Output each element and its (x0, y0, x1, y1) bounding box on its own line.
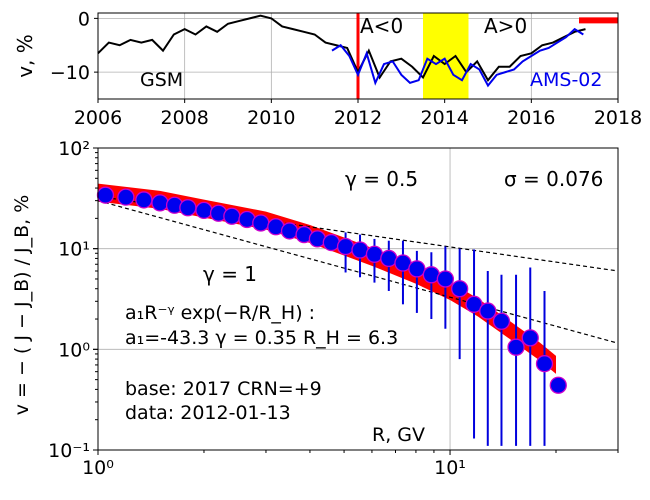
bottom-ytick-label: 10² (58, 138, 90, 160)
data-point (408, 260, 426, 278)
marker-bar (579, 17, 618, 24)
bottom-xlabel: R, GV (372, 424, 425, 446)
label-data-date: data: 2012-01-13 (125, 402, 291, 424)
bottom-xtick-label: 10⁰ (82, 457, 114, 479)
data-point (179, 199, 197, 217)
data-point (117, 188, 135, 206)
top-panel: 2006 2008 2010 2012 2014 2016 2018 0 −10 v, % A… (13, 8, 642, 129)
top-xtick-label: 2006 (74, 107, 122, 129)
top-ytick-label: −10 (50, 62, 90, 84)
data-point (507, 338, 525, 356)
data-point (96, 186, 115, 204)
data-point (252, 214, 270, 232)
bottom-y-ticks: 10⁻¹ 10⁰ 10¹ 10² (48, 138, 98, 462)
data-point (492, 312, 511, 330)
label-sigma: σ = 0.076 (504, 167, 603, 191)
ref-line-gamma-1 (97, 200, 619, 344)
data-point (151, 194, 169, 212)
bottom-frame (97, 147, 619, 451)
label-gamma-0-5: γ = 0.5 (345, 167, 418, 191)
top-xtick-label: 2012 (334, 107, 382, 129)
data-point (223, 207, 241, 225)
data-point (280, 222, 299, 240)
data-point (535, 355, 554, 373)
top-x-ticks: 2006 2008 2010 2012 2014 2016 2018 (74, 99, 642, 129)
data-point (436, 270, 455, 288)
data-point (365, 245, 384, 263)
data-point (451, 280, 469, 298)
label-a-positive: A>0 (484, 14, 527, 38)
data-point (465, 295, 483, 313)
data-point (195, 201, 213, 220)
bottom-ytick-label: 10⁻¹ (48, 440, 90, 462)
top-xtick-label: 2010 (247, 107, 295, 129)
label-base: base: 2017 CRN=+9 (125, 378, 322, 400)
bottom-ytick-label: 10⁰ (58, 339, 90, 361)
data-point (479, 302, 497, 320)
data-point (549, 376, 567, 394)
data-points (96, 186, 567, 394)
data-point (135, 191, 153, 209)
top-xtick-label: 2008 (160, 107, 208, 129)
label-fit-formula: a₁R⁻ᵞ exp(−R/R_H) : (125, 302, 315, 324)
top-xtick-label: 2016 (507, 107, 555, 129)
label-a-negative: A<0 (360, 14, 403, 38)
top-xtick-label: 2014 (420, 107, 468, 129)
bottom-ylabel: v = − ( J − J_B) / J_B, % (11, 195, 33, 416)
ams02-line (331, 27, 584, 88)
label-gsm: GSM (140, 69, 183, 91)
top-ytick-label: 0 (78, 8, 90, 30)
data-point (336, 237, 355, 256)
top-y-ticks: 0 −10 (50, 8, 98, 84)
top-xtick-label: 2018 (594, 107, 642, 129)
data-point (521, 329, 539, 347)
label-gamma-1: γ = 1 (203, 262, 257, 286)
bottom-ytick-label: 10¹ (58, 239, 90, 261)
data-point (322, 233, 340, 252)
bottom-x-ticks: 10⁰ 10¹ (82, 450, 619, 479)
data-point (351, 241, 369, 259)
label-ams02: AMS-02 (530, 69, 602, 91)
label-fit-params: a₁=-43.3 γ = 0.35 R_H = 6.3 (125, 327, 398, 349)
top-ylabel: v, % (13, 34, 37, 78)
bottom-xtick-label: 10¹ (434, 457, 466, 479)
reversal-band (423, 13, 469, 99)
